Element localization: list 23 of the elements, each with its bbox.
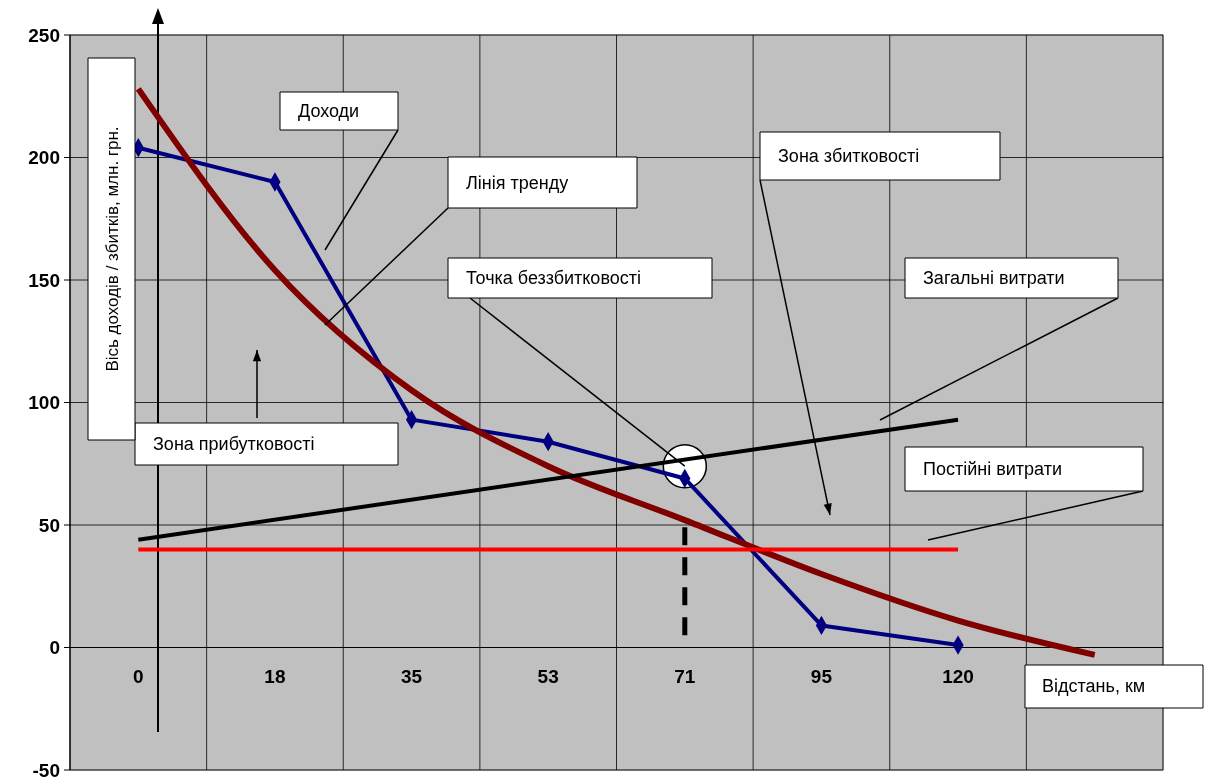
annotation: Зона прибутковості: [153, 434, 315, 455]
x-tick-label: 95: [810, 665, 833, 687]
annotation: Зона збитковості: [778, 146, 920, 167]
annotation: Загальні витрати: [923, 268, 1065, 289]
y-tick-label: 100: [28, 392, 60, 414]
x-tick-label: 53: [537, 665, 559, 687]
y-tick-label: 50: [38, 514, 60, 536]
y-tick-label: 250: [28, 24, 60, 46]
y-tick-label: 150: [28, 269, 60, 291]
annotation: Лінія тренду: [466, 172, 569, 193]
x-tick-label: 18: [264, 665, 286, 687]
y-tick-label: 0: [49, 637, 60, 659]
x-tick-label: 120: [942, 665, 974, 687]
annotation: Точка беззбитковості: [466, 268, 641, 289]
y-axis-title: Вісь доходів / збитків, млн. грн.: [102, 126, 122, 372]
x-axis-title: Відстань, км: [1042, 676, 1146, 697]
y-tick-label: 200: [28, 147, 60, 169]
x-tick-label: 0: [133, 665, 144, 687]
annotation: Доходи: [298, 101, 360, 122]
x-tick-label: 35: [400, 665, 423, 687]
annotation: Постійні витрати: [923, 459, 1062, 480]
x-tick-label: 71: [674, 665, 696, 687]
y-tick-label: -50: [32, 759, 60, 780]
